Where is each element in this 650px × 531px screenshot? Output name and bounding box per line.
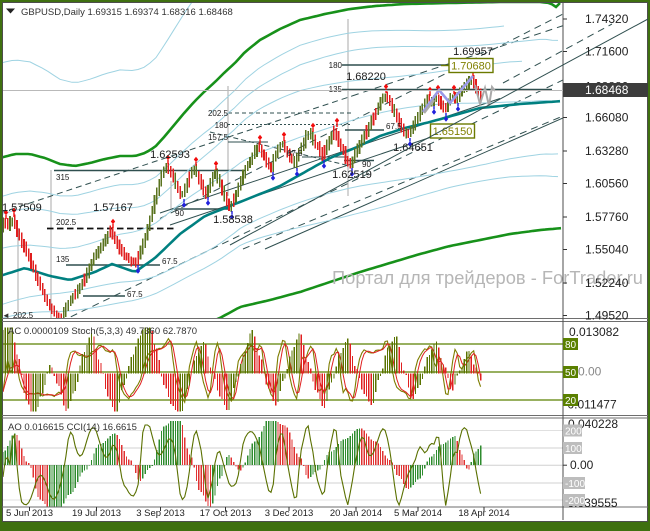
svg-text:1.68468: 1.68468 [585,83,629,97]
svg-text:67.5: 67.5 [287,149,303,158]
svg-text:1.49520: 1.49520 [585,309,629,323]
svg-text:1.57509: 1.57509 [2,202,42,214]
svg-text:1.65150: 1.65150 [433,126,473,138]
svg-text:20: 20 [565,396,577,407]
svg-text:1.57760: 1.57760 [585,210,629,224]
svg-text:50: 50 [565,368,577,379]
svg-text:202.5: 202.5 [56,218,77,227]
svg-text:18 Apr 2014: 18 Apr 2014 [458,508,509,519]
svg-text:-200: -200 [565,496,585,507]
svg-text:0.013082: 0.013082 [569,325,619,339]
svg-text:19 Jul 2013: 19 Jul 2013 [72,508,121,519]
svg-text:AO 0.016615 CCI(14) 16.6615: AO 0.016615 CCI(14) 16.6615 [8,422,137,433]
svg-text:20 Jan 2014: 20 Jan 2014 [330,508,382,519]
svg-text:1.60560: 1.60560 [585,177,629,191]
svg-text:1.64651: 1.64651 [393,142,433,154]
svg-text:1.68220: 1.68220 [346,71,386,83]
svg-text:202.5: 202.5 [13,311,34,320]
svg-text:1.52240: 1.52240 [585,276,629,290]
svg-text:200: 200 [565,427,582,438]
svg-text:1.69957: 1.69957 [453,46,493,58]
svg-text:1.62519: 1.62519 [332,169,372,181]
svg-text:67.5: 67.5 [386,122,402,131]
svg-text:1.70680: 1.70680 [451,60,491,72]
svg-text:AC 0.0000109 Stoch(5,3,3) 49.: AC 0.0000109 Stoch(5,3,3) 49.7360 62.787… [8,326,197,337]
svg-text:80: 80 [565,340,577,351]
svg-text:17 Oct 2013: 17 Oct 2013 [200,508,252,519]
svg-text:3 Dec 2013: 3 Dec 2013 [265,508,314,519]
svg-text:-100: -100 [565,479,585,490]
svg-text:1.55040: 1.55040 [585,243,629,257]
svg-text:67.5: 67.5 [162,257,178,266]
svg-text:◄: ◄ [2,311,10,320]
svg-text:1.66080: 1.66080 [585,111,629,125]
svg-text:1.58538: 1.58538 [213,214,253,226]
svg-text:1.63280: 1.63280 [585,144,629,158]
svg-text:180: 180 [329,61,343,70]
svg-text:180: 180 [215,121,229,130]
svg-text:GBPUSD,Daily 1.69315 1.69374: GBPUSD,Daily 1.69315 1.69374 1.68316 1.6… [21,7,233,18]
svg-text:67.5: 67.5 [127,290,143,299]
svg-text:5 Jun 2013: 5 Jun 2013 [6,508,53,519]
svg-text:157.5: 157.5 [208,133,229,142]
svg-text:0.00: 0.00 [578,365,602,379]
svg-text:0.00: 0.00 [570,458,594,472]
svg-text:135: 135 [56,255,70,264]
svg-text:1.74320: 1.74320 [585,12,629,26]
svg-text:202.5: 202.5 [208,109,229,118]
svg-text:90: 90 [362,160,371,169]
svg-text:135: 135 [329,85,343,94]
svg-text:3 Sep 2013: 3 Sep 2013 [136,508,185,519]
svg-text:315: 315 [56,173,70,182]
svg-text:1.71600: 1.71600 [585,45,629,59]
svg-text:90: 90 [175,209,184,218]
svg-text:1.57167: 1.57167 [93,202,133,214]
svg-text:100: 100 [565,444,582,455]
svg-text:5 Mar 2014: 5 Mar 2014 [394,508,442,519]
svg-text:1.62593: 1.62593 [150,149,190,161]
